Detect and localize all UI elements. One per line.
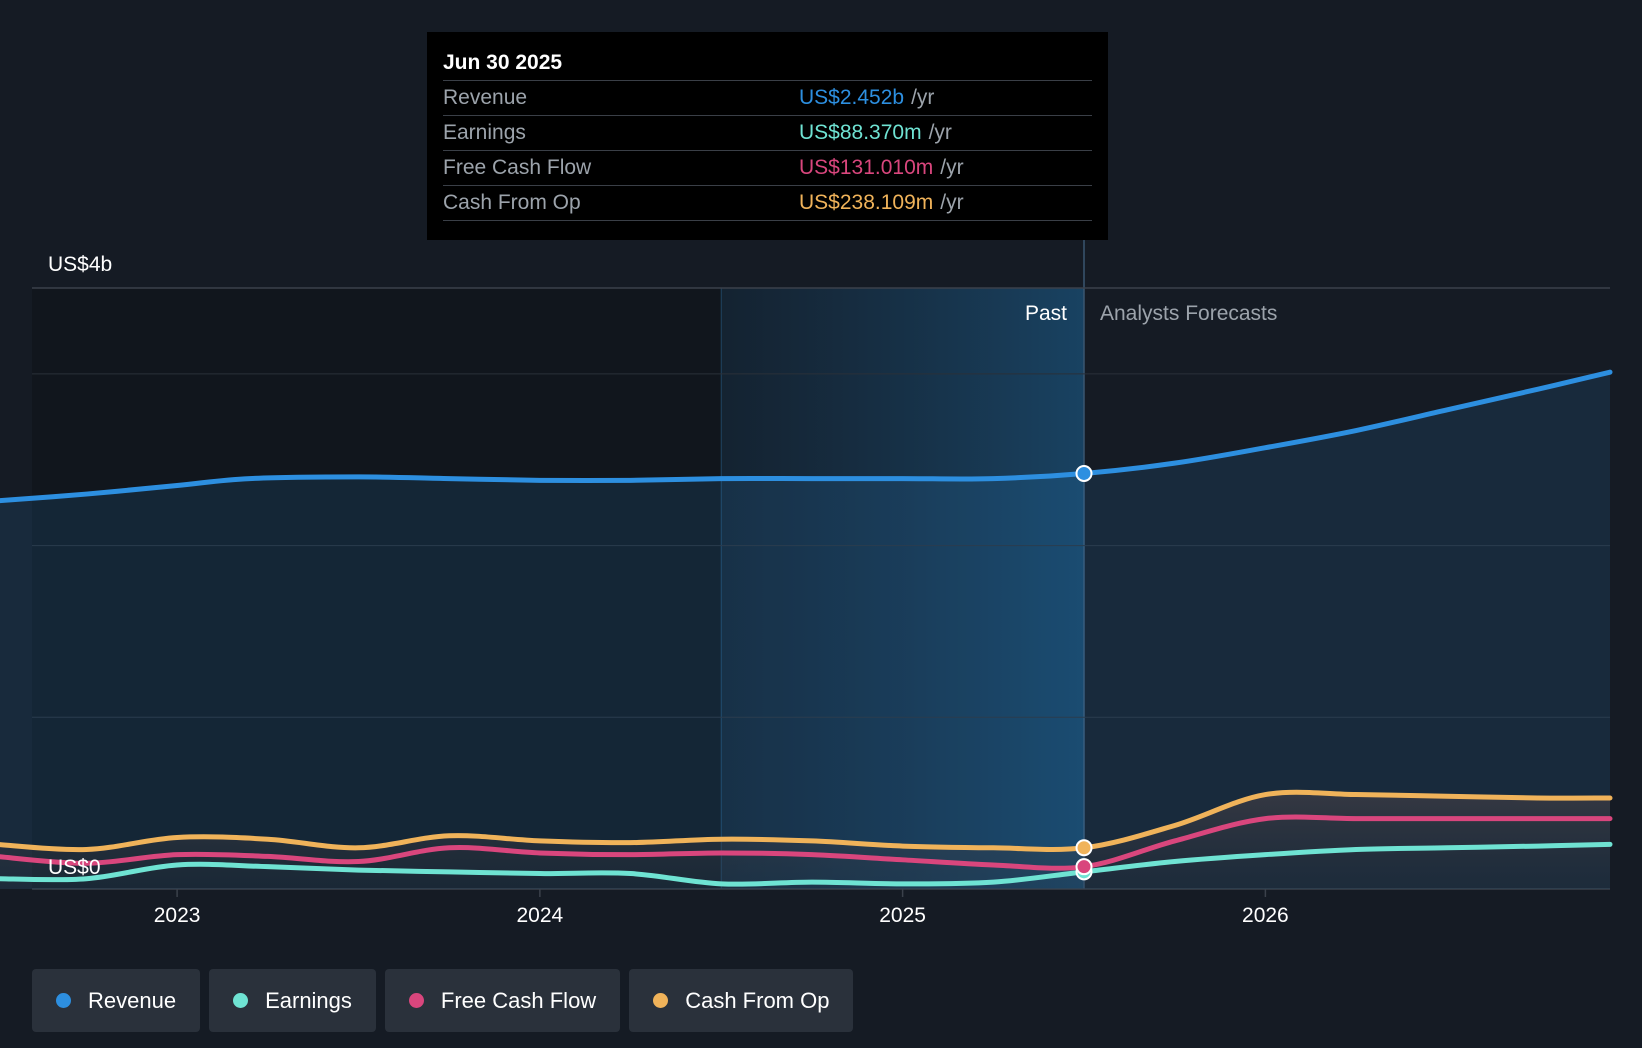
- x-tick-label: 2023: [154, 904, 201, 927]
- tooltip-label: Earnings: [443, 121, 526, 144]
- legend-item-earnings[interactable]: Earnings: [209, 969, 376, 1032]
- legend: Revenue Earnings Free Cash Flow Cash Fro…: [32, 969, 854, 1032]
- tooltip-value: US$88.370m: [799, 121, 922, 144]
- tooltip-unit: /yr: [928, 121, 952, 144]
- tooltip-row-earnings: Earnings US$88.370m /yr: [443, 116, 1092, 151]
- past-label: Past: [1025, 302, 1067, 325]
- tooltip-row-cash-from-op: Cash From Op US$238.109m /yr: [443, 186, 1092, 221]
- tooltip: Jun 30 2025 Revenue US$2.452b /yr Earnin…: [427, 32, 1108, 240]
- tooltip-label: Free Cash Flow: [443, 156, 592, 179]
- earnings-line: [0, 841, 1613, 887]
- tooltip-row-revenue: Revenue US$2.452b /yr: [443, 81, 1092, 116]
- forecast-label: Analysts Forecasts: [1100, 302, 1277, 325]
- highlight-region: [721, 288, 1084, 889]
- y-tick-label: US$0: [48, 856, 101, 879]
- revenue-line: [0, 369, 1613, 504]
- tooltip-unit: /yr: [911, 86, 935, 109]
- legend-dot-icon: [56, 993, 71, 1008]
- x-tick-label: 2024: [517, 904, 564, 927]
- x-tick-label: 2026: [1242, 904, 1289, 927]
- free-cash-flow-line: [0, 814, 1613, 871]
- free-cash-flow-marker: [1075, 858, 1093, 876]
- revenue-marker: [1075, 464, 1093, 482]
- legend-label: Earnings: [265, 987, 352, 1013]
- revenue-area: [0, 372, 1610, 889]
- cash-from-op-line: [0, 789, 1613, 853]
- legend-label: Revenue: [88, 987, 177, 1013]
- tooltip-unit: /yr: [940, 191, 964, 214]
- cash-from-op-area: [0, 792, 1610, 889]
- tooltip-label: Revenue: [443, 86, 528, 109]
- legend-dot-icon: [408, 993, 424, 1008]
- legend-item-cash-from-op[interactable]: Cash From Op: [629, 969, 854, 1032]
- x-tick-label: 2025: [879, 904, 926, 927]
- cash-from-op-marker: [1075, 839, 1093, 857]
- tooltip-value: US$2.452b: [799, 86, 905, 109]
- tooltip-value: US$131.010m: [799, 156, 934, 179]
- legend-dot-icon: [653, 993, 669, 1008]
- tooltip-label: Cash From Op: [443, 191, 581, 214]
- legend-label: Cash From Op: [685, 987, 830, 1013]
- legend-item-free-cash-flow[interactable]: Free Cash Flow: [384, 969, 621, 1032]
- tooltip-row-free-cash-flow: Free Cash Flow US$131.010m /yr: [443, 151, 1092, 186]
- legend-label: Free Cash Flow: [440, 987, 597, 1013]
- y-tick-label: US$4b: [48, 253, 112, 276]
- tooltip-value: US$238.109m: [799, 191, 934, 214]
- tooltip-date: Jun 30 2025: [443, 46, 1092, 81]
- tooltip-unit: /yr: [940, 156, 964, 179]
- legend-dot-icon: [233, 993, 249, 1008]
- legend-item-revenue[interactable]: Revenue: [32, 969, 201, 1032]
